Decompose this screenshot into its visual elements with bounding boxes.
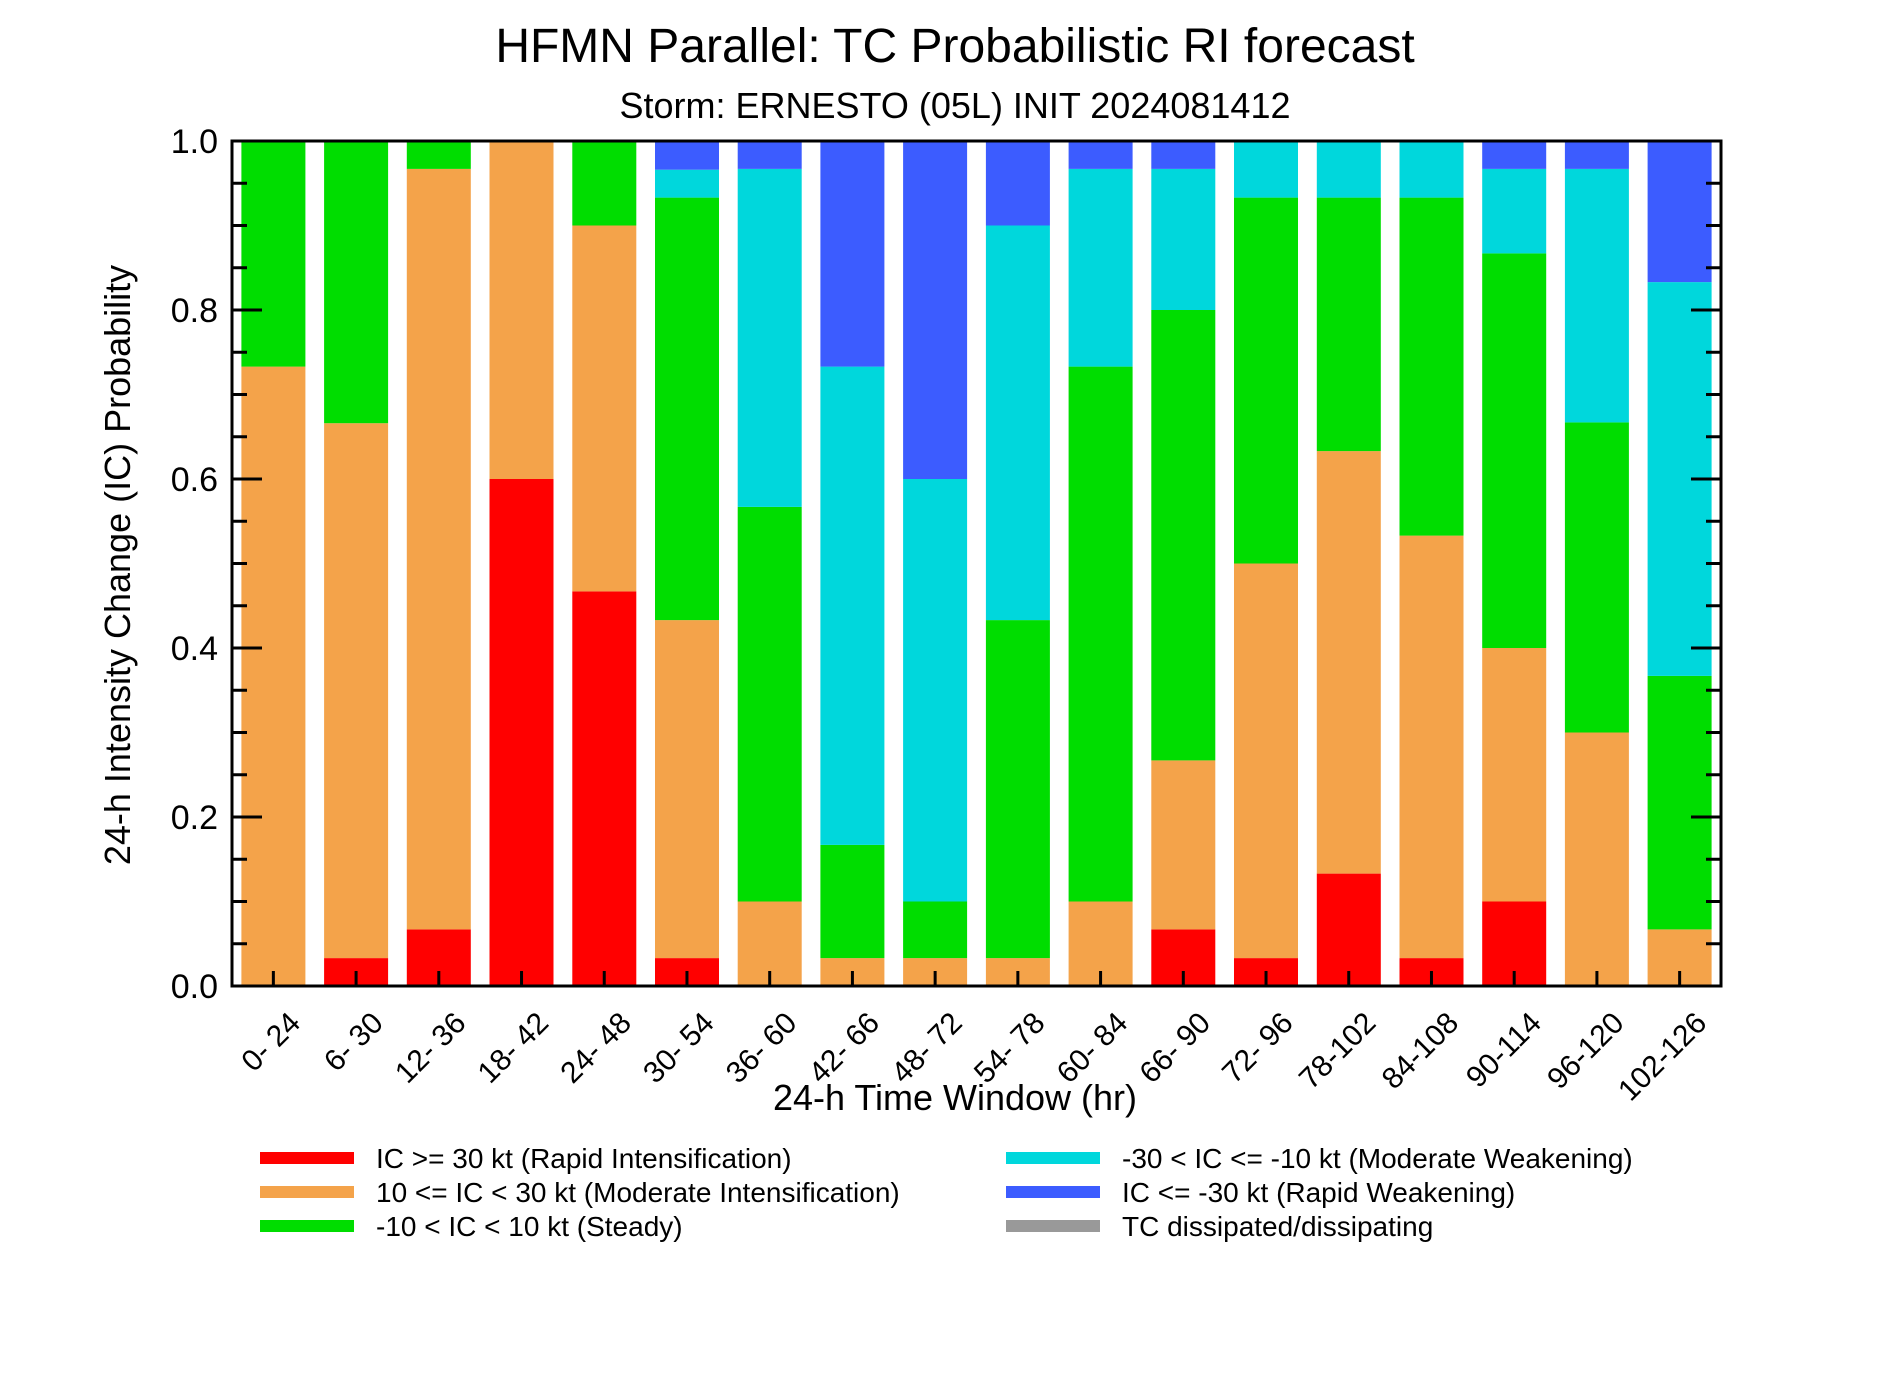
legend-swatch-2: [260, 1220, 354, 1232]
bar-segment-16-s4: [1564, 141, 1629, 169]
x-tick-label: 18- 42: [472, 1006, 555, 1089]
x-tick-label: 6- 30: [318, 1006, 390, 1078]
bar-segment-7-s2: [820, 844, 885, 959]
bar-segment-2-s2: [406, 141, 471, 169]
bar-segment-13-s0: [1316, 873, 1381, 986]
y-tick-label: 0.2: [171, 799, 218, 837]
legend-swatch-0: [260, 1152, 354, 1164]
bar-segment-14-s3: [1399, 141, 1464, 198]
x-axis-label: 24-h Time Window (hr): [773, 1077, 1137, 1118]
bar-segment-5-s1: [655, 620, 719, 959]
axes-layer: [230, 139, 1723, 988]
bar-segment-11-s2: [1151, 310, 1216, 761]
x-tick-label: 72- 96: [1216, 1006, 1299, 1089]
y-axis-label: 24-h Intensity Change (IC) Probability: [97, 265, 138, 865]
x-tick-label: 78-102: [1293, 1006, 1382, 1095]
y-tick-label: 0.0: [171, 968, 218, 1006]
chart-subtitle: Storm: ERNESTO (05L) INIT 2024081412: [620, 85, 1291, 126]
bar-segment-7-s4: [820, 141, 885, 367]
legend-swatch-5: [1006, 1220, 1100, 1232]
bar-segment-1-s1: [324, 423, 389, 959]
legend-label-0: IC >= 30 kt (Rapid Intensification): [376, 1143, 792, 1174]
y-tick-label: 1.0: [171, 123, 218, 161]
x-tick-label: 84-108: [1376, 1006, 1465, 1095]
bar-segment-8-s2: [903, 901, 968, 959]
bar-segment-12-s2: [1234, 197, 1298, 564]
x-tick-label: 24- 48: [554, 1006, 637, 1089]
bar-segment-12-s3: [1234, 141, 1298, 198]
bar-segment-6-s2: [737, 506, 802, 902]
bar-segment-14-s2: [1399, 197, 1464, 536]
bar-segment-14-s1: [1399, 535, 1464, 959]
bar-segment-17-s4: [1647, 141, 1712, 283]
bar-segment-13-s3: [1316, 141, 1381, 198]
bar-segment-8-s4: [903, 141, 968, 479]
x-tick-label: 102-126: [1612, 1006, 1713, 1107]
bar-segment-2-s1: [406, 168, 471, 930]
x-tick-label: 0- 24: [235, 1006, 307, 1078]
bar-segment-5-s2: [655, 197, 719, 621]
legend-label-4: IC <= -30 kt (Rapid Weakening): [1122, 1177, 1515, 1208]
bar-segment-10-s3: [1068, 168, 1133, 367]
bar-segment-15-s3: [1482, 168, 1547, 254]
bar-segment-15-s1: [1482, 648, 1547, 902]
x-tick-label: 66- 90: [1133, 1006, 1216, 1089]
bar-segment-3-s0: [489, 479, 554, 986]
bar-segment-13-s1: [1316, 451, 1381, 874]
legend-swatch-4: [1006, 1186, 1100, 1198]
legend-label-3: -30 < IC <= -10 kt (Moderate Weakening): [1122, 1143, 1633, 1174]
y-tick-label: 0.4: [171, 630, 218, 668]
bar-segment-7-s3: [820, 366, 885, 845]
bar-segment-15-s2: [1482, 253, 1547, 648]
x-tick-label: 30- 54: [637, 1006, 720, 1089]
legend-label-2: -10 < IC < 10 kt (Steady): [376, 1211, 683, 1242]
bars-layer: [241, 141, 1712, 987]
legend-swatch-3: [1006, 1152, 1100, 1164]
bar-segment-11-s1: [1151, 760, 1216, 930]
bar-segment-16-s1: [1564, 732, 1629, 986]
y-tick-labels: 0.0 0.2 0.4 0.6 0.8 1.0: [171, 123, 218, 1006]
bar-segment-3-s1: [489, 141, 554, 479]
legend-label-5: TC dissipated/dissipating: [1122, 1211, 1433, 1242]
legend-label-1: 10 <= IC < 30 kt (Moderate Intensificati…: [376, 1177, 900, 1208]
bar-segment-10-s4: [1068, 141, 1133, 169]
bar-segment-9-s2: [985, 620, 1050, 959]
y-tick-label: 0.8: [171, 292, 218, 330]
y-tick-label: 0.6: [171, 461, 218, 499]
bar-segment-16-s3: [1564, 168, 1629, 423]
bar-segment-0-s2: [241, 141, 306, 367]
bar-segment-11-s4: [1151, 141, 1216, 169]
bar-segment-1-s2: [324, 141, 389, 424]
bar-segment-17-s2: [1647, 675, 1712, 930]
bar-segment-8-s3: [903, 479, 968, 902]
bar-segment-5-s3: [655, 169, 719, 198]
legend: IC >= 30 kt (Rapid Intensification)10 <=…: [260, 1143, 1633, 1242]
x-tick-label: 12- 36: [389, 1006, 472, 1089]
chart-title: HFMN Parallel: TC Probabilistic RI forec…: [495, 20, 1414, 73]
bar-segment-9-s4: [985, 141, 1050, 226]
bar-segment-6-s4: [737, 141, 802, 169]
bar-segment-4-s0: [572, 591, 637, 986]
bar-segment-16-s2: [1564, 422, 1629, 733]
bar-segment-5-s4: [655, 141, 719, 170]
bar-segment-4-s1: [572, 225, 637, 592]
bar-segment-12-s1: [1234, 563, 1298, 959]
legend-swatch-1: [260, 1186, 354, 1198]
bar-segment-4-s2: [572, 141, 637, 226]
bar-segment-13-s2: [1316, 197, 1381, 452]
bar-segment-11-s3: [1151, 168, 1216, 310]
bar-segment-15-s4: [1482, 141, 1547, 169]
bar-segment-10-s2: [1068, 366, 1133, 902]
x-tick-label: 90-114: [1460, 1006, 1548, 1094]
bar-segment-6-s3: [737, 168, 802, 507]
bar-segment-9-s3: [985, 225, 1050, 621]
bar-segment-0-s1: [241, 366, 306, 987]
